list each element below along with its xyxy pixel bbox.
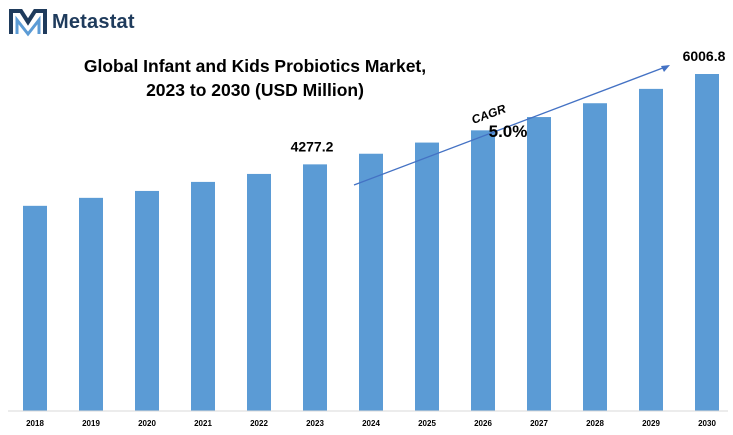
x-tick-label: 2019: [82, 419, 100, 428]
cagr-arrow-line: [353, 65, 669, 186]
chart-title-line2: 2023 to 2030 (USD Million): [146, 80, 364, 100]
bar-2024: [359, 153, 383, 411]
bar-2030: [695, 74, 719, 411]
data-label: 4277.2: [291, 138, 334, 154]
x-tick-label: 2021: [194, 419, 212, 428]
bar-2026: [471, 130, 495, 411]
x-tick-label: 2020: [138, 419, 156, 428]
chart-title: Global Infant and Kids Probiotics Market…: [40, 54, 470, 102]
x-tick-label: 2024: [362, 419, 380, 428]
bar-2019: [79, 197, 103, 411]
bar-2029: [639, 88, 663, 412]
bar-2018: [23, 205, 47, 411]
cagr-arrow-head: [661, 65, 670, 72]
x-tick-label: 2030: [698, 419, 716, 428]
metastat-m-icon: [9, 9, 47, 37]
x-tick-label: 2026: [474, 419, 492, 428]
cagr-value: 5.0%: [489, 122, 528, 141]
bar-2027: [527, 117, 551, 411]
brand-logo: Metastat: [8, 6, 135, 38]
x-tick-label: 2023: [306, 419, 324, 428]
bar-2028: [583, 103, 607, 411]
x-tick-label: 2027: [530, 419, 548, 428]
data-label: 6006.8: [683, 48, 726, 64]
bar-2025: [415, 142, 439, 411]
x-tick-label: 2022: [250, 419, 268, 428]
bar-2022: [247, 173, 271, 411]
bar-2020: [135, 190, 159, 411]
bar-2023: [303, 164, 327, 411]
chart-title-line1: Global Infant and Kids Probiotics Market…: [83, 56, 427, 76]
brand-name: Metastat: [52, 10, 135, 33]
bar-2021: [191, 181, 215, 411]
x-tick-label: 2029: [642, 419, 660, 428]
x-tick-label: 2028: [586, 419, 604, 428]
x-tick-label: 2018: [26, 419, 44, 428]
x-tick-label: 2025: [418, 419, 436, 428]
